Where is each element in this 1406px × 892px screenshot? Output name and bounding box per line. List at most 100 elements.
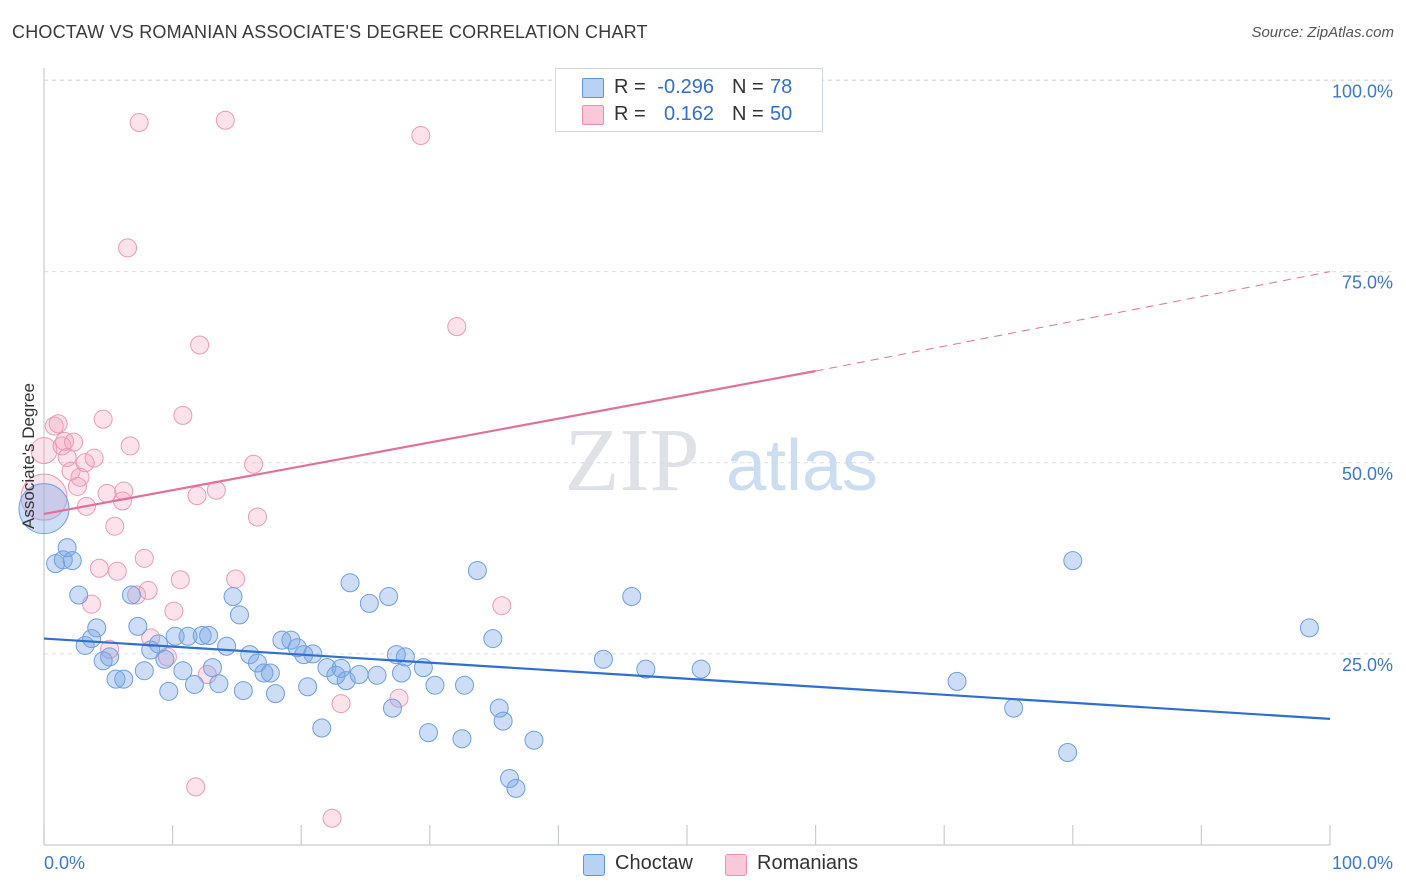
choctaw-point (383, 698, 403, 718)
n-value: 78 (770, 76, 793, 98)
romanians-swatch (582, 105, 604, 125)
choctaw-point (184, 674, 204, 694)
choctaw-point (1299, 618, 1319, 638)
n-label: N = (732, 76, 764, 98)
y-tick-label: 75.0% (1342, 273, 1393, 293)
choctaw-trend-line (43, 637, 1331, 720)
romanians-point (129, 113, 149, 133)
choctaw-point (340, 573, 360, 593)
romanians-point (322, 808, 342, 828)
romanians-point (67, 476, 87, 496)
romanians-legend-swatch (725, 854, 747, 876)
romanians-point (244, 454, 264, 474)
romanians-point (157, 647, 177, 667)
romanians-point (84, 448, 104, 468)
choctaw-point (506, 778, 526, 798)
choctaw-legend-swatch (583, 854, 605, 876)
choctaw-point (455, 675, 475, 695)
stats-legend: R = -0.296 N = 78 R = 0.162 N = 50 (555, 68, 823, 132)
series-choctaw (18, 483, 1319, 798)
romanians-point (134, 548, 154, 568)
watermark-atlas: atlas (726, 426, 878, 506)
romanians-point (93, 409, 113, 429)
legend-label: Romanians (757, 852, 859, 874)
choctaw-point (247, 653, 267, 673)
romanians-point (215, 110, 235, 130)
romanians-point (82, 594, 102, 614)
choctaw-point (199, 626, 219, 646)
choctaw-point (593, 649, 613, 669)
choctaw-point (87, 618, 107, 638)
stats-row-choctaw: R = -0.296 N = 78 (556, 73, 822, 99)
choctaw-point (524, 730, 544, 750)
choctaw-point (947, 671, 967, 691)
choctaw-point (1058, 742, 1078, 762)
choctaw-point (1063, 551, 1083, 571)
n-value: 50 (770, 103, 793, 125)
choctaw-point (467, 561, 487, 581)
choctaw-point (173, 661, 193, 681)
choctaw-point (331, 658, 351, 678)
romanians-point (164, 601, 184, 621)
trend-lines (43, 271, 1331, 720)
choctaw-point (223, 587, 243, 607)
choctaw-point (500, 768, 520, 788)
choctaw-point (483, 629, 503, 649)
x-tick-label: 100.0% (1332, 853, 1393, 873)
tick-labels: 25.0% 50.0% 75.0% 100.0% 0.0% 100.0% (44, 82, 1393, 874)
choctaw-point (106, 669, 126, 689)
choctaw-point (265, 684, 285, 704)
romanians-point (89, 558, 109, 578)
romanians-point (411, 126, 431, 146)
axes (43, 68, 1331, 846)
romanians-point (75, 453, 95, 473)
choctaw-point (622, 587, 642, 607)
choctaw-point (419, 723, 439, 743)
watermark: ZIP atlas (565, 411, 879, 510)
watermark-zip: ZIP (565, 411, 700, 510)
choctaw-point (192, 626, 212, 646)
source-label: Source: ZipAtlas.com (1251, 24, 1394, 41)
romanians-point (20, 473, 68, 521)
romanians-point (107, 561, 127, 581)
choctaw-point (134, 661, 154, 681)
romanians-point (64, 432, 84, 452)
r-value: -0.296 (657, 76, 714, 98)
romanians-point (447, 317, 467, 337)
r-value: 0.162 (663, 103, 714, 125)
choctaw-point (349, 665, 369, 685)
romanians-point (100, 639, 120, 659)
choctaw-point (178, 626, 198, 646)
choctaw-point (260, 663, 280, 683)
choctaw-point (254, 663, 274, 683)
choctaw-point (202, 658, 222, 678)
romanians-point (170, 570, 190, 590)
choctaw-point (281, 630, 301, 650)
choctaw-point (395, 647, 415, 667)
romanians-point (187, 486, 207, 506)
x-tick-label: 0.0% (44, 853, 85, 873)
romanians-point (173, 405, 193, 425)
choctaw-point (392, 663, 412, 683)
choctaw-point (128, 616, 148, 636)
legend-label: Choctaw (615, 852, 693, 874)
choctaw-point (233, 681, 253, 701)
choctaw-point (100, 647, 120, 667)
chart-title: CHOCTAW VS ROMANIAN ASSOCIATE'S DEGREE C… (12, 22, 648, 42)
choctaw-point (209, 674, 229, 694)
romanians-point (186, 777, 206, 797)
romanians-point (138, 580, 158, 600)
romanians-point (389, 688, 409, 708)
romanians-point (105, 516, 125, 536)
choctaw-point (298, 677, 318, 697)
romanians-point (492, 596, 512, 616)
romanians-trend-extension (815, 271, 1331, 372)
choctaw-point (452, 729, 472, 749)
choctaw-point (159, 681, 179, 701)
choctaw-point (155, 649, 175, 669)
romanians-point (118, 238, 138, 258)
romanians-point (48, 414, 68, 434)
choctaw-point (114, 669, 134, 689)
n-label: N = (732, 103, 764, 125)
choctaw-point (217, 636, 237, 656)
